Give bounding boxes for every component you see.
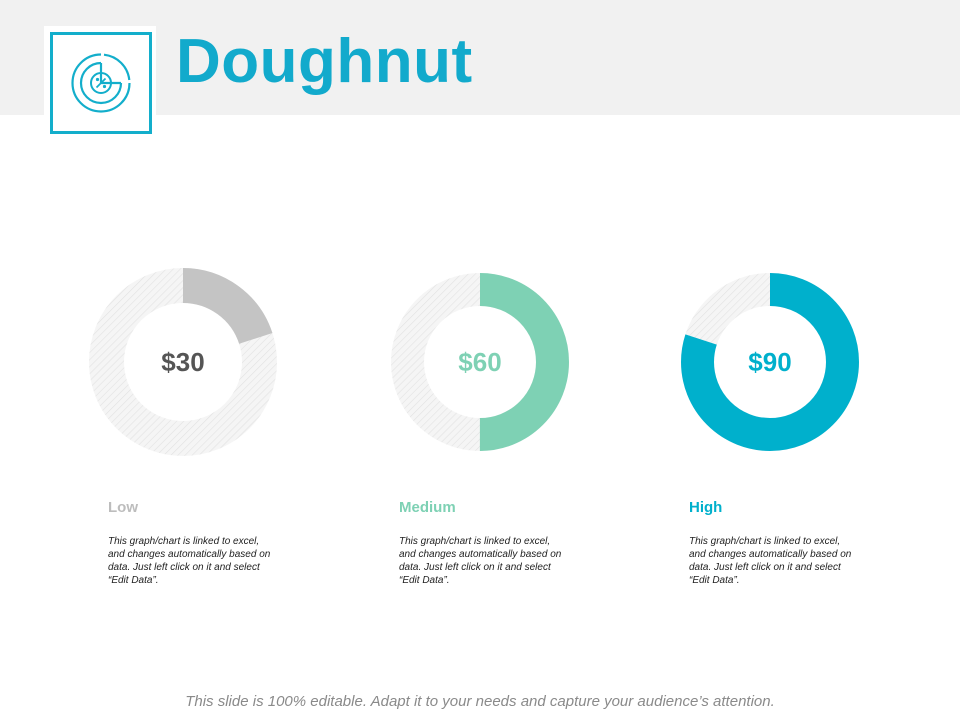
category-label-medium: Medium — [399, 499, 456, 516]
doughnut-chart-low: $30 — [89, 268, 277, 456]
category-label-high: High — [689, 499, 723, 516]
header-band — [0, 0, 960, 115]
footer-note: This slide is 100% editable. Adapt it to… — [185, 693, 775, 710]
doughnut-segment — [391, 273, 569, 451]
doughnut-chart-high: $90 — [681, 273, 859, 451]
doughnut-svg-low: $30 — [89, 268, 277, 456]
percent-pie-chart-icon — [71, 53, 131, 113]
category-description-high: This graph/chart is linked to excel, and… — [689, 536, 852, 586]
title-icon-frame — [50, 32, 152, 134]
doughnut-svg-high: $90 — [681, 273, 859, 451]
doughnut-chart-medium: $60 — [391, 273, 569, 451]
doughnut-svg-medium: $60 — [391, 273, 569, 451]
category-description-low: This graph/chart is linked to excel, and… — [108, 536, 271, 586]
category-label-low: Low — [108, 499, 138, 516]
doughnut-value-label: $30 — [161, 347, 204, 377]
doughnut-value-label: $90 — [748, 347, 791, 377]
doughnut-segment — [681, 273, 859, 451]
doughnut-segment — [89, 268, 277, 456]
category-description-medium: This graph/chart is linked to excel, and… — [399, 536, 562, 586]
doughnut-value-label: $60 — [458, 347, 501, 377]
title-icon-box — [44, 26, 156, 138]
page-title: Doughnut — [176, 27, 473, 96]
